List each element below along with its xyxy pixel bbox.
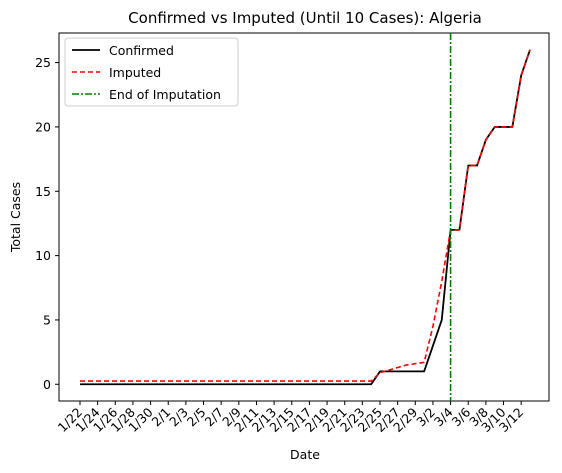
legend-confirmed-label: Confirmed [109, 43, 174, 58]
y-axis-label: Total Cases [8, 182, 23, 253]
y-tick-label: 5 [43, 312, 51, 327]
plot-frame [58, 32, 550, 402]
x-axis-label: Date [290, 447, 320, 462]
series-line-imputed [80, 49, 531, 382]
legend-imputed-label: Imputed [109, 65, 161, 80]
legend-box [64, 37, 239, 107]
y-tick-label: 10 [35, 248, 51, 263]
y-tick-label: 15 [35, 184, 51, 199]
y-tick-label: 20 [35, 119, 51, 134]
legend-vline-label: End of Imputation [109, 87, 221, 102]
chart-title: Confirmed vs Imputed (Until 10 Cases): A… [128, 9, 482, 27]
y-tick-label: 25 [35, 55, 51, 70]
legend: Confirmed Imputed End of Imputation [64, 37, 239, 107]
y-tick-label: 0 [43, 377, 51, 392]
